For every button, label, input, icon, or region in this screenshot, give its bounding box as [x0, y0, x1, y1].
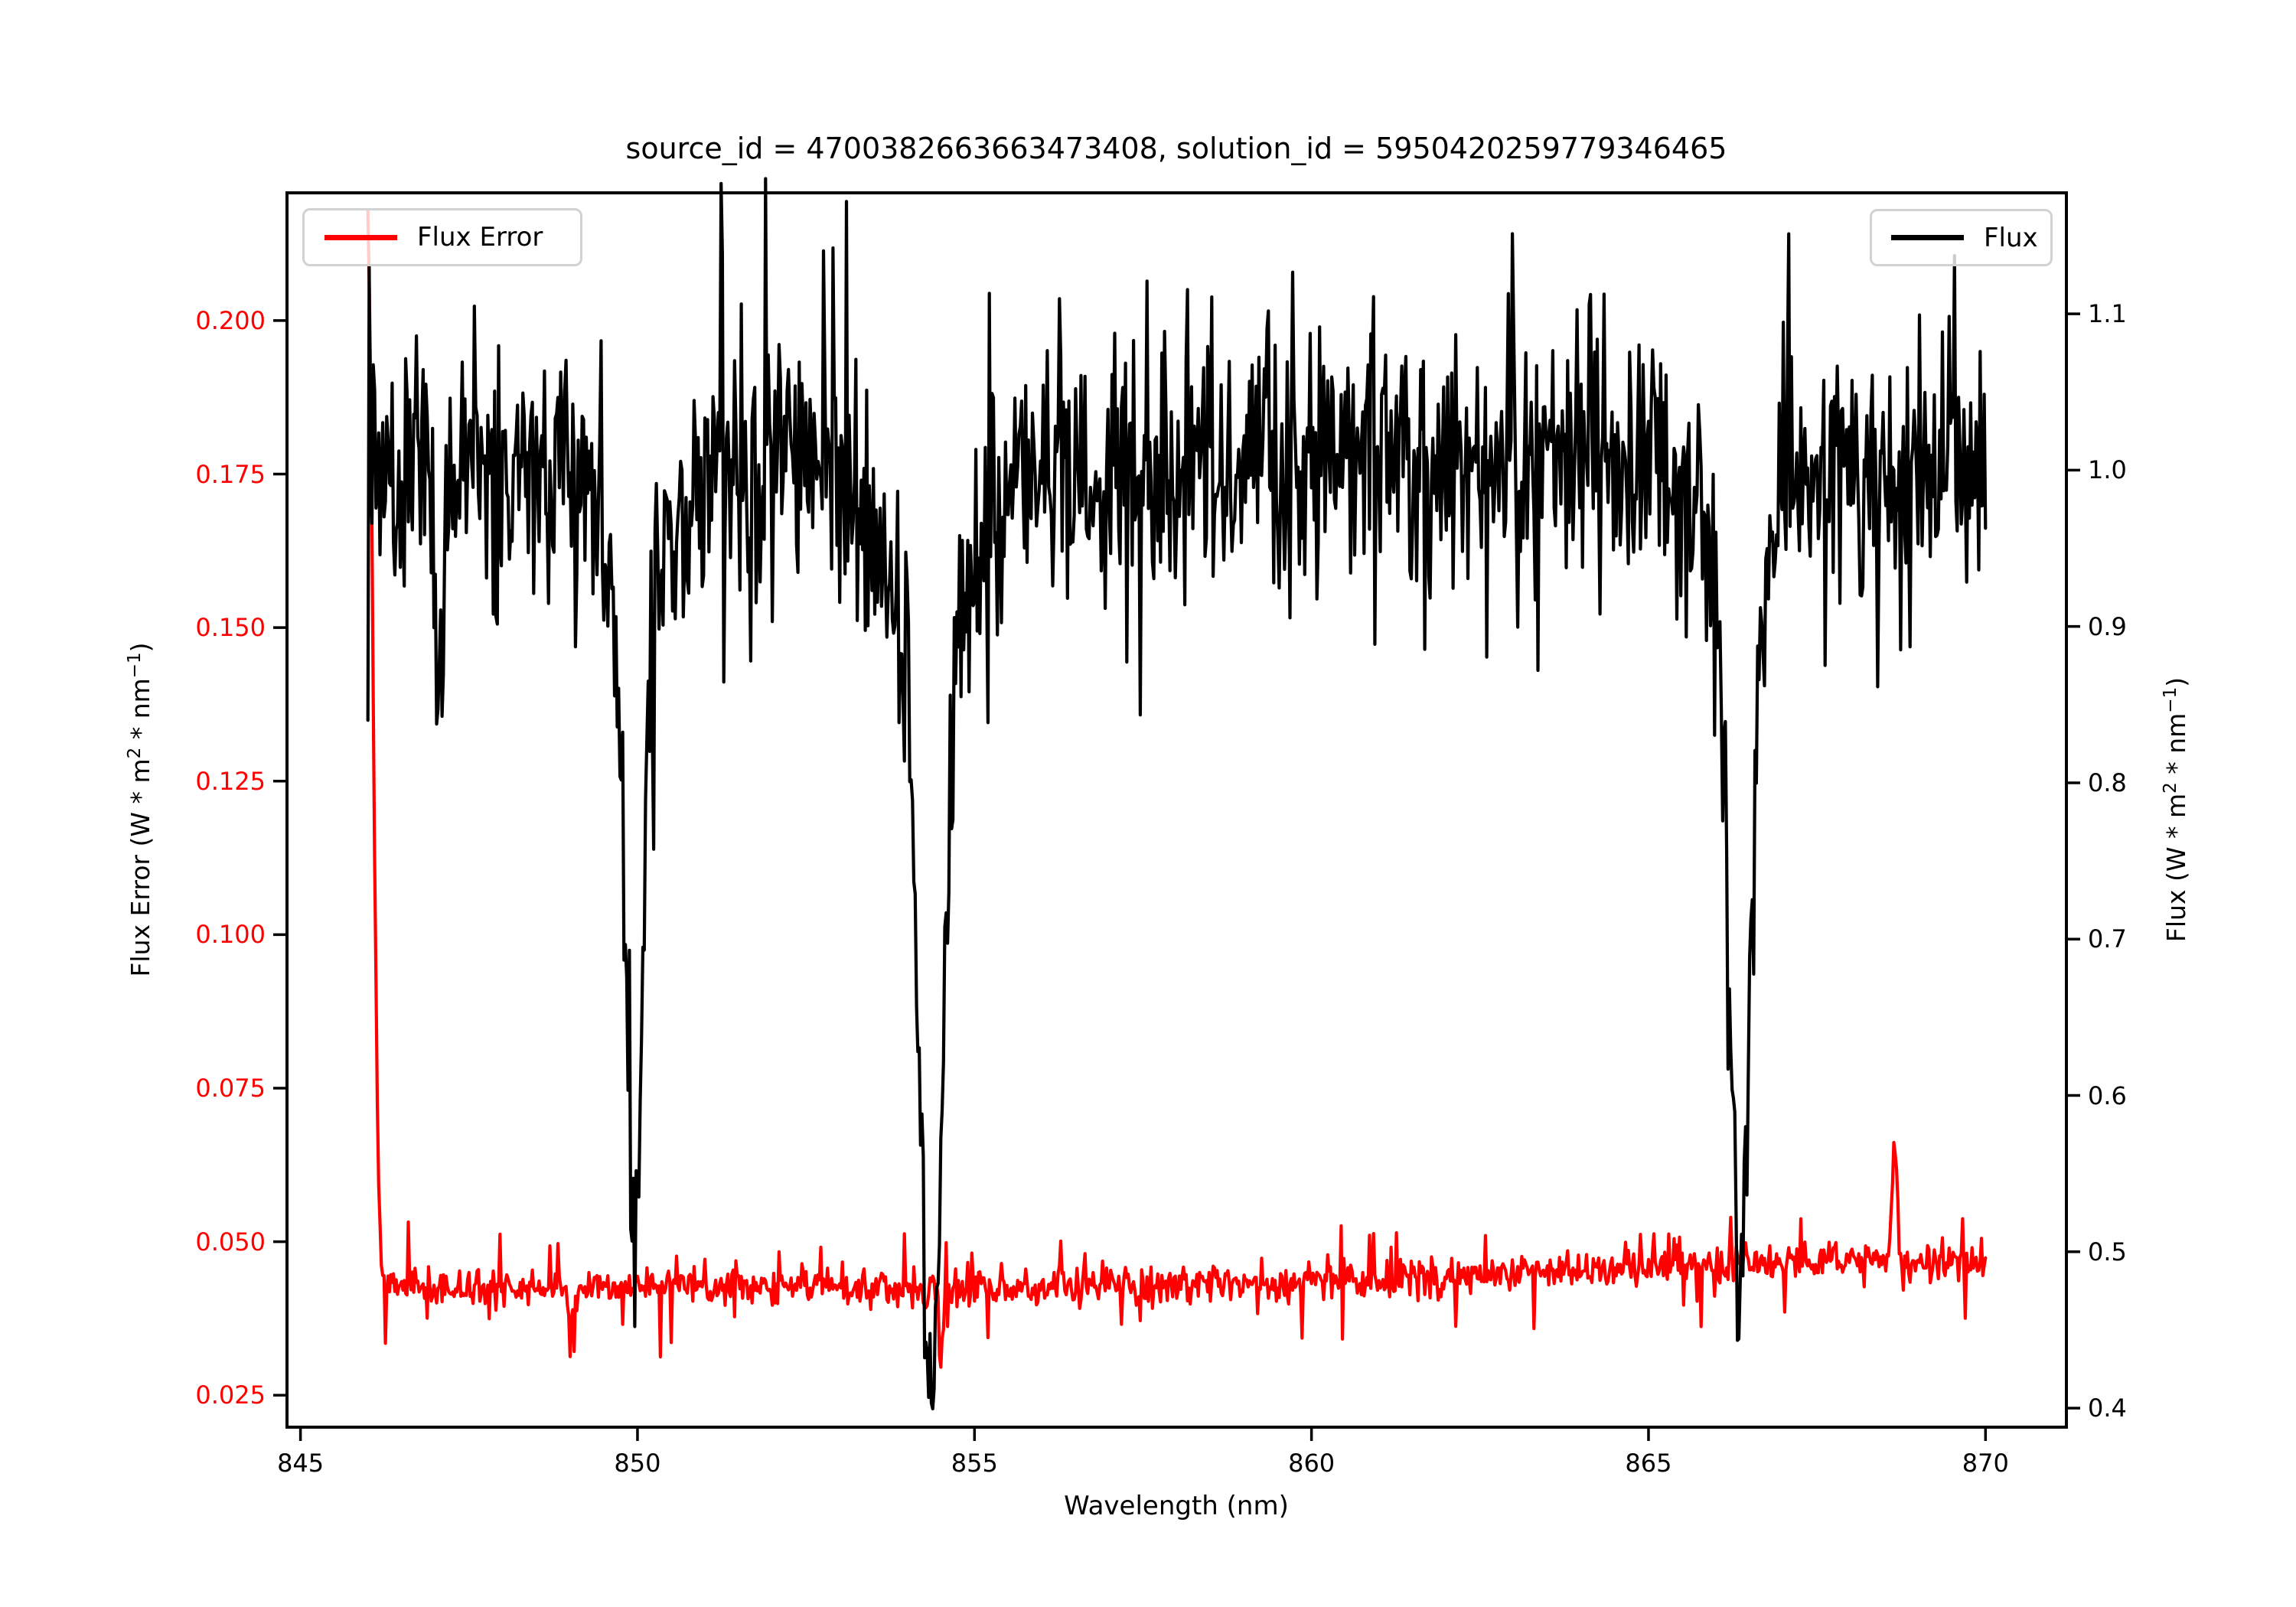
- y-left-label-text: Flux Error (W * m: [126, 758, 155, 977]
- x-tick-label-870: 870: [1962, 1449, 2009, 1478]
- y-axis-label-left: Flux Error (W * m2 * nm−1): [125, 642, 155, 976]
- y-right-label-mid: * nm: [2161, 712, 2191, 783]
- y-right-sup-2: 2: [2161, 782, 2180, 794]
- y-left-label-mid: * nm: [126, 678, 155, 748]
- y-left-tick-label-0.125: 0.125: [195, 766, 266, 796]
- y-right-sup-minus1: −1: [2161, 686, 2180, 713]
- y-right-tick-label-0.9: 0.9: [2088, 611, 2127, 641]
- y-right-tick-label-0.7: 0.7: [2088, 924, 2127, 954]
- flux-legend-line: [1891, 235, 1964, 240]
- y-right-label-close: ): [2161, 676, 2191, 687]
- y-left-tick-label-0.075: 0.075: [195, 1074, 266, 1103]
- x-tick-label-845: 845: [277, 1449, 325, 1478]
- y-left-tick-label-0.200: 0.200: [195, 305, 266, 335]
- y-left-tick-label-0.175: 0.175: [195, 459, 266, 489]
- x-tick-label-865: 865: [1625, 1449, 1672, 1478]
- y-left-tick-label-0.100: 0.100: [195, 920, 266, 950]
- y-right-tick-label-1.0: 1.0: [2088, 455, 2127, 485]
- axes-spine: [285, 191, 2068, 1429]
- flux-error-legend-label: Flux Error: [417, 222, 543, 253]
- y-axis-label-right: Flux (W * m2 * nm−1): [2161, 677, 2191, 942]
- y-left-tick-label-0.150: 0.150: [195, 613, 266, 643]
- y-right-tick-label-0.8: 0.8: [2088, 768, 2127, 797]
- x-tick-label-855: 855: [951, 1449, 998, 1478]
- series-line-flux: [366, 177, 1988, 1411]
- flux-error-legend-line: [325, 234, 397, 240]
- x-tick-label-850: 850: [614, 1449, 661, 1478]
- series-lines: [366, 177, 1988, 1411]
- x-axis-label: Wavelength (nm): [1064, 1491, 1289, 1521]
- tick-marks: [273, 312, 2080, 1441]
- axes-spine-group: [285, 191, 2068, 1429]
- legend-flux-error: Flux Error: [302, 208, 582, 266]
- y-left-tick-label-0.050: 0.050: [195, 1227, 266, 1257]
- y-left-label-close: ): [126, 642, 155, 653]
- y-left-sup-minus1: −1: [125, 652, 145, 679]
- y-left-tick-label-0.025: 0.025: [195, 1380, 266, 1410]
- y-right-tick-label-0.6: 0.6: [2088, 1081, 2127, 1110]
- y-right-tick-label-1.1: 1.1: [2088, 299, 2127, 329]
- series-line-flux-error: [366, 209, 1988, 1369]
- y-right-tick-label-0.4: 0.4: [2088, 1393, 2127, 1423]
- legend-flux: Flux: [1870, 209, 2053, 266]
- y-right-label-text: Flux (W * m: [2161, 793, 2191, 943]
- y-right-tick-label-0.5: 0.5: [2088, 1237, 2127, 1266]
- flux-legend-label: Flux: [1984, 222, 2038, 253]
- x-tick-label-860: 860: [1288, 1449, 1336, 1478]
- y-left-sup-2: 2: [125, 747, 145, 759]
- plot-title: source_id = 4700382663663473408, solutio…: [625, 132, 1727, 165]
